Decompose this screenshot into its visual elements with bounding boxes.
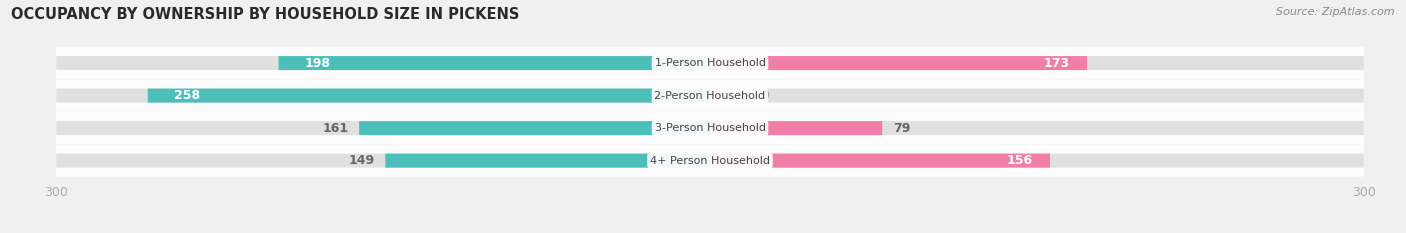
Text: 149: 149 bbox=[349, 154, 374, 167]
FancyBboxPatch shape bbox=[56, 121, 710, 135]
FancyBboxPatch shape bbox=[710, 154, 1050, 168]
Text: 156: 156 bbox=[1007, 154, 1032, 167]
Text: 198: 198 bbox=[305, 57, 330, 70]
FancyBboxPatch shape bbox=[52, 144, 1368, 177]
FancyBboxPatch shape bbox=[710, 89, 1364, 103]
FancyBboxPatch shape bbox=[710, 89, 749, 103]
FancyBboxPatch shape bbox=[359, 121, 710, 135]
FancyBboxPatch shape bbox=[710, 154, 1364, 168]
Text: 2-Person Household: 2-Person Household bbox=[654, 91, 766, 101]
FancyBboxPatch shape bbox=[710, 56, 1364, 70]
Text: 258: 258 bbox=[174, 89, 200, 102]
FancyBboxPatch shape bbox=[52, 112, 1368, 144]
FancyBboxPatch shape bbox=[710, 121, 882, 135]
FancyBboxPatch shape bbox=[148, 89, 710, 103]
FancyBboxPatch shape bbox=[710, 56, 1087, 70]
Text: 0: 0 bbox=[761, 89, 769, 102]
FancyBboxPatch shape bbox=[710, 121, 1364, 135]
FancyBboxPatch shape bbox=[56, 154, 710, 168]
FancyBboxPatch shape bbox=[52, 79, 1368, 112]
Text: 173: 173 bbox=[1043, 57, 1070, 70]
FancyBboxPatch shape bbox=[278, 56, 710, 70]
Text: OCCUPANCY BY OWNERSHIP BY HOUSEHOLD SIZE IN PICKENS: OCCUPANCY BY OWNERSHIP BY HOUSEHOLD SIZE… bbox=[11, 7, 520, 22]
Text: Source: ZipAtlas.com: Source: ZipAtlas.com bbox=[1277, 7, 1395, 17]
FancyBboxPatch shape bbox=[385, 154, 710, 168]
Text: 1-Person Household: 1-Person Household bbox=[655, 58, 765, 68]
Text: 4+ Person Household: 4+ Person Household bbox=[650, 156, 770, 166]
FancyBboxPatch shape bbox=[56, 56, 710, 70]
FancyBboxPatch shape bbox=[56, 89, 710, 103]
Text: 161: 161 bbox=[322, 122, 349, 135]
FancyBboxPatch shape bbox=[52, 47, 1368, 79]
Text: 3-Person Household: 3-Person Household bbox=[655, 123, 765, 133]
Text: 79: 79 bbox=[893, 122, 911, 135]
